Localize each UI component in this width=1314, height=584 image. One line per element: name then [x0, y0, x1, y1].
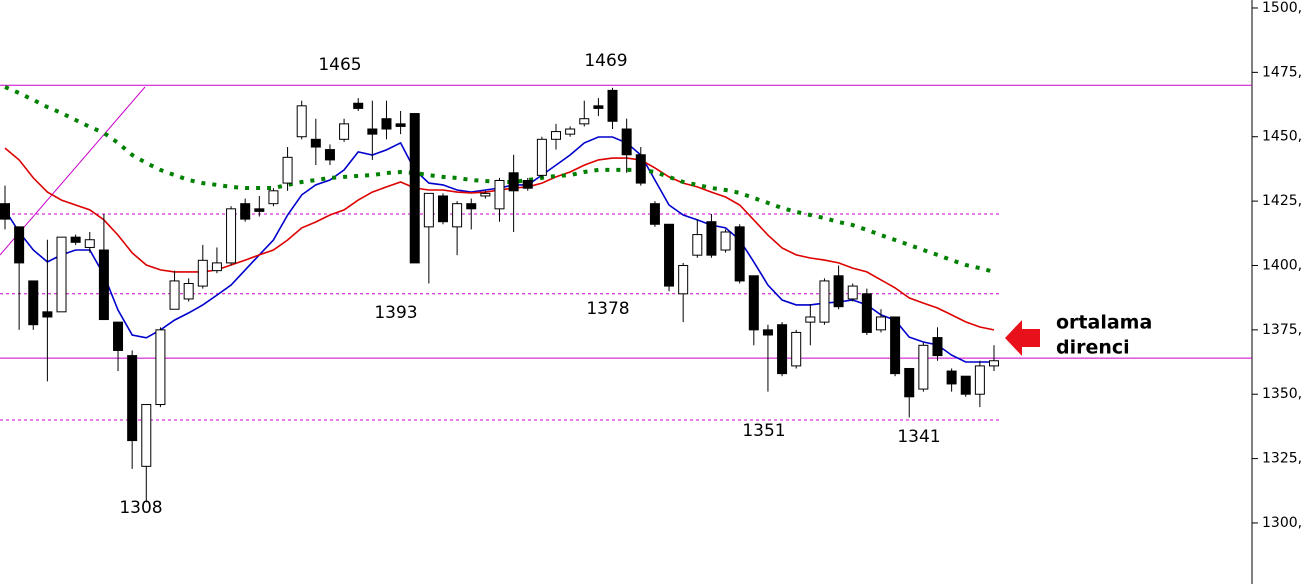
- candle-body: [805, 316, 816, 323]
- y-tick-label: 1375,: [1262, 322, 1302, 338]
- candle-body: [42, 311, 53, 318]
- candle-body: [98, 249, 109, 321]
- candle-body: [819, 280, 830, 323]
- candle-body: [791, 331, 802, 367]
- candle-body: [211, 262, 222, 272]
- callout-text: direnci: [1056, 337, 1130, 359]
- y-tick-label: 1425,: [1262, 193, 1302, 209]
- candle-body: [946, 370, 957, 385]
- candle-body: [381, 118, 392, 130]
- price-annotation: 1341: [897, 427, 940, 447]
- y-tick-label: 1450,: [1262, 129, 1302, 145]
- trend-line: [0, 86, 146, 256]
- candle-body: [296, 105, 307, 138]
- candle-body: [579, 118, 590, 125]
- candle-body: [127, 355, 138, 442]
- price-annotation: 1469: [584, 51, 627, 71]
- candle-body: [960, 375, 971, 395]
- candle-body: [240, 203, 251, 220]
- candle-body: [861, 293, 872, 333]
- candle-body: [508, 172, 519, 192]
- y-tick-label: 1300,: [1262, 515, 1302, 531]
- candle-body: [423, 192, 434, 228]
- candle-body: [28, 280, 39, 326]
- price-annotation: 1393: [374, 303, 417, 323]
- candle-body: [664, 223, 675, 287]
- candle-body: [875, 316, 886, 331]
- candle-body: [904, 367, 915, 398]
- moving-average: [4, 147, 995, 331]
- candle-body: [777, 324, 788, 375]
- candle-body: [607, 89, 618, 122]
- candle-body: [522, 180, 533, 189]
- candle-body: [14, 226, 25, 264]
- y-tick-label: 1350,: [1262, 386, 1302, 402]
- candle-body: [762, 329, 773, 336]
- candle-body: [720, 231, 731, 251]
- candle-body: [141, 404, 152, 467]
- candle-body: [183, 283, 194, 300]
- y-tick-label: 1400,: [1262, 257, 1302, 273]
- candle-body: [833, 275, 844, 308]
- candle-body: [494, 180, 505, 210]
- candle-body: [890, 316, 901, 375]
- candle-body: [593, 105, 604, 109]
- candle-body: [339, 123, 350, 140]
- candle-body: [226, 208, 237, 264]
- candle-body: [536, 138, 547, 176]
- price-annotation: 1308: [119, 498, 162, 518]
- candle-body: [692, 234, 703, 256]
- candle-body: [565, 128, 576, 135]
- candle-body: [452, 203, 463, 228]
- candle-body: [635, 154, 646, 184]
- candle-body: [974, 365, 985, 395]
- candle-body: [466, 203, 477, 210]
- y-tick-label: 1500,: [1262, 0, 1302, 16]
- candle-body: [282, 156, 293, 184]
- moving-average: [4, 136, 994, 363]
- candle-body: [409, 113, 420, 264]
- candle-body: [932, 337, 943, 357]
- candle-body: [748, 275, 759, 331]
- candle-body: [918, 344, 929, 390]
- candle-body: [551, 131, 562, 140]
- callout-text: ortalama: [1056, 312, 1152, 334]
- candle-body: [437, 195, 448, 223]
- y-tick-label: 1475,: [1262, 64, 1302, 80]
- candle-body: [367, 128, 378, 135]
- candle-body: [254, 208, 265, 212]
- y-tick-label: 1325,: [1262, 451, 1302, 467]
- price-annotation: 1465: [318, 55, 361, 75]
- candle-body: [989, 360, 999, 367]
- candle-body: [847, 285, 858, 300]
- candle-body: [155, 329, 166, 406]
- candle-body: [480, 192, 491, 197]
- candle-body: [197, 259, 208, 287]
- candle-body: [84, 239, 95, 248]
- candle-body: [169, 280, 180, 310]
- price-annotation: 1351: [742, 421, 785, 441]
- candle-body: [324, 149, 335, 161]
- candle-body: [0, 203, 10, 220]
- candle-body: [621, 128, 632, 156]
- candle-body: [678, 264, 689, 295]
- candle-body: [706, 221, 717, 256]
- callout-arrow: [1005, 320, 1040, 356]
- candle-body: [70, 236, 81, 243]
- candle-body: [268, 190, 279, 205]
- candle-body: [353, 102, 364, 109]
- candle-body: [649, 203, 660, 225]
- candle-body: [734, 226, 745, 282]
- candle-body: [310, 138, 321, 148]
- price-annotation: 1378: [586, 299, 629, 319]
- candle-body: [113, 321, 124, 351]
- candle-body: [56, 236, 67, 313]
- candle-body: [395, 123, 406, 127]
